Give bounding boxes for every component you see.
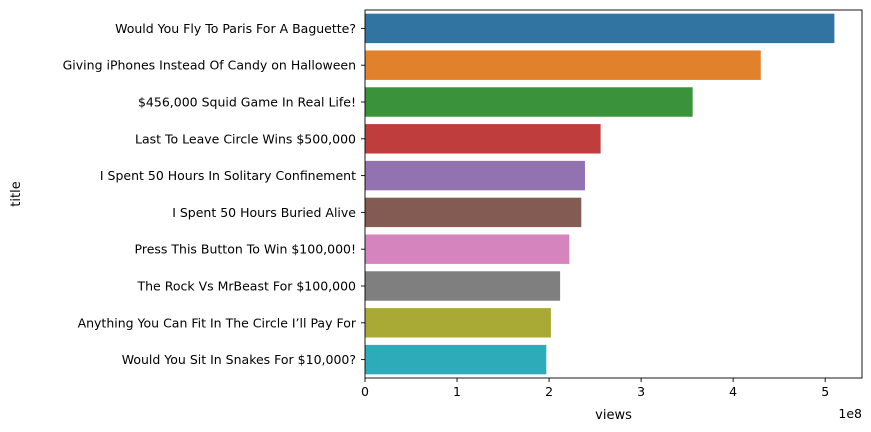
bar [365, 160, 585, 191]
x-tick-label: 4 [729, 384, 737, 399]
category-label: Last To Leave Circle Wins $500,000 [135, 131, 356, 146]
bar [365, 234, 570, 264]
bar [365, 87, 693, 117]
category-label: Anything You Can Fit In The Circle I’ll … [78, 315, 357, 330]
bar [365, 308, 551, 338]
x-tick-label: 3 [637, 384, 645, 399]
bar [365, 13, 835, 44]
x-axis-ticks: 0 1 2 3 4 5 [361, 378, 829, 399]
bar [365, 124, 601, 154]
category-label: Press This Button To Win $100,000! [135, 242, 356, 257]
category-label: $456,000 Squid Game In Real Life! [138, 95, 356, 110]
x-tick-label: 2 [545, 384, 553, 399]
category-label: I Spent 50 Hours Buried Alive [172, 205, 356, 220]
category-label: Giving iPhones Instead Of Candy on Hallo… [63, 58, 356, 73]
x-tick-label: 0 [361, 384, 369, 399]
x-tick-label: 1 [453, 384, 461, 399]
x-tick-label: 5 [821, 384, 829, 399]
bar [365, 271, 561, 301]
x-axis-title: views [595, 408, 632, 423]
category-label: I Spent 50 Hours In Solitary Confinement [100, 168, 356, 183]
y-axis-title: title [9, 181, 24, 206]
category-label: The Rock Vs MrBeast For $100,000 [137, 279, 357, 294]
bars-group [365, 13, 835, 375]
category-label: Would You Fly To Paris For A Baguette? [115, 21, 356, 36]
bar [365, 50, 761, 80]
plot-frame [364, 9, 863, 379]
bar [365, 344, 547, 375]
x-axis-offset-text: 1e8 [838, 406, 862, 421]
bar [365, 197, 582, 228]
category-label: Would You Sit In Snakes For $10,000? [122, 352, 356, 367]
category-labels: Would You Fly To Paris For A Baguette? Gi… [63, 21, 365, 367]
